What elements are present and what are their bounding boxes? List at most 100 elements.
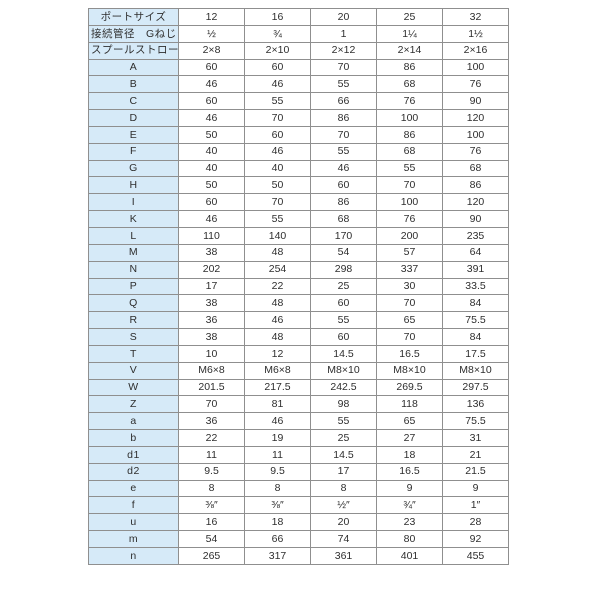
table-cell: 2×8 — [178, 41, 245, 60]
row-label: D — [88, 109, 179, 127]
table-cell: 60 — [244, 125, 311, 144]
table-row: Q 38 48 60 70 84 — [88, 294, 509, 313]
table-cell: 80 — [376, 530, 443, 548]
table-cell: 40 — [178, 159, 245, 178]
table-cell: 265 — [178, 547, 245, 565]
table-cell: 8 — [244, 479, 311, 498]
table-cell: 60 — [310, 328, 377, 346]
table-cell: M8×10 — [442, 361, 509, 380]
table-cell: 48 — [244, 328, 311, 346]
table-cell: 50 — [178, 176, 245, 195]
table-cell: 2×12 — [310, 41, 377, 60]
table-cell: 118 — [376, 395, 443, 414]
row-label: Q — [88, 294, 179, 313]
table-cell: 46 — [178, 75, 245, 94]
table-cell: 46 — [244, 142, 311, 161]
table-cell: 269.5 — [376, 378, 443, 397]
table-cell: 46 — [244, 75, 311, 94]
table-row: a 36 46 55 65 75.5 — [88, 412, 509, 431]
row-label: n — [88, 547, 179, 565]
table-cell: 170 — [310, 226, 377, 245]
table-cell: 2×10 — [244, 41, 311, 60]
table-cell: 55 — [310, 412, 377, 431]
row-label: e — [88, 479, 179, 498]
row-label: E — [88, 125, 179, 144]
table-row: Z 70 81 98 118 136 — [88, 395, 509, 414]
table-cell: 76 — [376, 92, 443, 111]
table-cell: ⅜″ — [244, 496, 311, 515]
table-cell: 90 — [442, 92, 509, 111]
table-cell: 38 — [178, 294, 245, 313]
table-cell: 81 — [244, 395, 311, 414]
table-cell: 54 — [178, 530, 245, 548]
table-cell: 361 — [310, 547, 377, 565]
table-row: M 38 48 54 57 64 — [88, 243, 509, 262]
table-cell: 201.5 — [178, 378, 245, 397]
table-cell: 86 — [442, 176, 509, 195]
table-cell: 68 — [442, 159, 509, 178]
table-cell: 12 — [178, 8, 245, 26]
table-cell: 2×16 — [442, 41, 509, 60]
header-row: ポートサイズ 12 16 20 25 32 — [88, 8, 509, 26]
table-cell: 9 — [442, 479, 509, 498]
table-cell: 14.5 — [310, 445, 377, 464]
table-cell: 17 — [310, 462, 377, 481]
table-cell: 16.5 — [376, 462, 443, 481]
row-label: Z — [88, 395, 179, 414]
table-cell: 46 — [178, 109, 245, 127]
table-cell: 25 — [310, 429, 377, 447]
table-cell: 8 — [310, 479, 377, 498]
table-cell: 70 — [310, 58, 377, 77]
table-cell: 70 — [376, 176, 443, 195]
row-label: N — [88, 260, 179, 279]
table-cell: 70 — [244, 109, 311, 127]
table-row: K 46 55 68 76 90 — [88, 210, 509, 228]
row-label: L — [88, 226, 179, 245]
table-cell: 65 — [376, 311, 443, 330]
table-cell: 200 — [376, 226, 443, 245]
table-cell: 46 — [244, 412, 311, 431]
table-cell: 25 — [376, 8, 443, 26]
table-cell: M6×8 — [244, 361, 311, 380]
row-label: K — [88, 210, 179, 228]
table-cell: 11 — [244, 445, 311, 464]
table-cell: 98 — [310, 395, 377, 414]
table-cell: 38 — [178, 243, 245, 262]
table-cell: 9.5 — [178, 462, 245, 481]
header-row: 接続管径 Gねじ ½ ¾ 1 1¼ 1½ — [88, 24, 509, 43]
table-cell: 92 — [442, 530, 509, 548]
table-cell: 120 — [442, 109, 509, 127]
table-row: b 22 19 25 27 31 — [88, 429, 509, 447]
table-cell: M6×8 — [178, 361, 245, 380]
table-cell: 455 — [442, 547, 509, 565]
table-cell: 33.5 — [442, 277, 509, 296]
table-cell: 9 — [376, 479, 443, 498]
table-cell: 11 — [178, 445, 245, 464]
row-label: I — [88, 193, 179, 212]
table-cell: 60 — [310, 294, 377, 313]
table-cell: 21 — [442, 445, 509, 464]
table-cell: 60 — [178, 193, 245, 212]
table-row: P 17 22 25 30 33.5 — [88, 277, 509, 296]
table-cell: 136 — [442, 395, 509, 414]
table-row: V M6×8 M6×8 M8×10 M8×10 M8×10 — [88, 361, 509, 380]
table-cell: 40 — [244, 159, 311, 178]
row-label: u — [88, 513, 179, 532]
table-cell: 65 — [376, 412, 443, 431]
table-cell: 76 — [376, 210, 443, 228]
table-cell: 84 — [442, 328, 509, 346]
table-cell: 28 — [442, 513, 509, 532]
table-cell: 1 — [310, 24, 377, 43]
table-cell: 235 — [442, 226, 509, 245]
row-label: R — [88, 311, 179, 330]
table-cell: 54 — [310, 243, 377, 262]
table-cell: 337 — [376, 260, 443, 279]
table-cell: 68 — [310, 210, 377, 228]
table-row: L 110 140 170 200 235 — [88, 226, 509, 245]
row-label: a — [88, 412, 179, 431]
header-row: スプールストローク2×82×102×122×142×16 — [88, 41, 509, 60]
table-row: N 202 254 298 337 391 — [88, 260, 509, 279]
row-label: H — [88, 176, 179, 195]
row-label: b — [88, 429, 179, 447]
